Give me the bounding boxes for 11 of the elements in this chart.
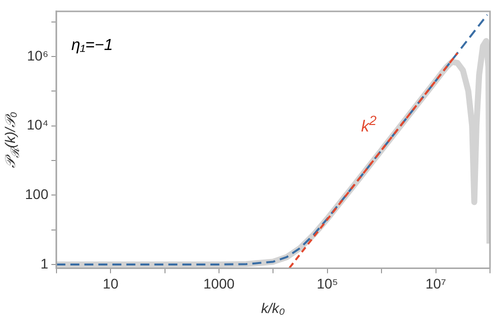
y-tick-label: 1 <box>40 255 49 272</box>
x-axis-title: k/k₀ <box>261 300 285 316</box>
y-tick-label: 10⁴ <box>26 116 48 133</box>
y-tick-label: 100 <box>25 186 49 202</box>
x-tick-label: 10⁵ <box>316 275 338 292</box>
x-tick-label: 10⁷ <box>425 275 446 292</box>
annotation: k$^{2}$ <box>361 112 376 136</box>
x-tick-label: 10 <box>102 275 119 292</box>
annotation: η₁=−1 <box>71 37 113 56</box>
y-tick-label: 10⁶ <box>27 47 48 64</box>
x-tick-label: 1000 <box>203 275 235 292</box>
